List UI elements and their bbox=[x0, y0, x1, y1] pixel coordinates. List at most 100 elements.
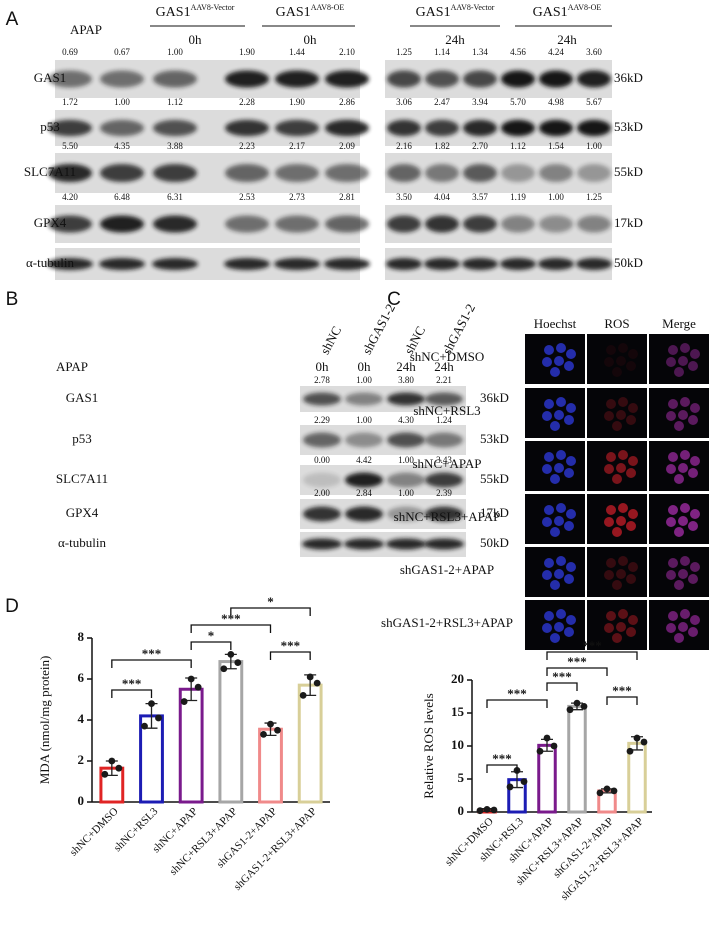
cell bbox=[544, 558, 554, 568]
quant-value: 1.72 bbox=[62, 97, 78, 107]
blot-band bbox=[425, 432, 463, 448]
quant-value: 4.30 bbox=[398, 415, 414, 425]
data-point bbox=[234, 659, 242, 666]
quant-value: 1.34 bbox=[472, 47, 488, 57]
quant-value: 1.25 bbox=[586, 192, 602, 202]
data-point bbox=[101, 770, 109, 778]
cell bbox=[544, 505, 554, 515]
cell bbox=[668, 452, 678, 462]
blot-band bbox=[539, 70, 573, 88]
quant-value: 1.12 bbox=[510, 141, 526, 151]
quant-value: 1.25 bbox=[396, 47, 412, 57]
quant-value: 1.19 bbox=[510, 192, 526, 202]
significance-bracket bbox=[486, 764, 518, 773]
quant-value: 1.00 bbox=[356, 415, 372, 425]
blot-band bbox=[538, 258, 574, 270]
quant-value: 0.69 bbox=[62, 47, 78, 57]
time-label: 0h bbox=[316, 359, 330, 374]
blot-band bbox=[539, 215, 573, 233]
quant-value: 2.81 bbox=[339, 192, 355, 202]
blot-band bbox=[325, 119, 369, 137]
blot-band bbox=[463, 70, 497, 88]
blot-band bbox=[274, 258, 320, 270]
significance-label: *** bbox=[567, 654, 587, 669]
cell bbox=[564, 361, 574, 371]
size-label: 17kD bbox=[614, 215, 643, 230]
construct-tag: AAV8-Vector bbox=[191, 3, 235, 12]
size-label: 50kD bbox=[480, 535, 509, 550]
blot-band bbox=[275, 70, 319, 88]
cell bbox=[566, 456, 576, 466]
significance-label: *** bbox=[142, 646, 162, 661]
significance-bracket bbox=[546, 667, 608, 676]
blot-band bbox=[387, 506, 425, 522]
quant-value: 2.16 bbox=[396, 141, 412, 151]
y-tick-label: 0 bbox=[458, 803, 465, 818]
blot-band bbox=[501, 119, 535, 137]
significance-bracket bbox=[190, 641, 232, 650]
blot-band bbox=[303, 506, 341, 522]
row-label: α-tubulin bbox=[58, 535, 106, 550]
time-label: 24h bbox=[396, 359, 416, 374]
quant-value: 5.70 bbox=[510, 97, 526, 107]
quant-value: 1.54 bbox=[548, 141, 564, 151]
blot-band bbox=[325, 70, 369, 88]
blot-band bbox=[303, 392, 341, 406]
cell bbox=[566, 615, 576, 625]
quant-value: 2.17 bbox=[289, 141, 305, 151]
y-tick-label: 8 bbox=[78, 629, 85, 644]
group-header: GAS1AAV8-OE bbox=[533, 3, 602, 20]
data-point bbox=[306, 673, 314, 681]
quant-value: 4.04 bbox=[434, 192, 450, 202]
time-label: 24h bbox=[434, 359, 454, 374]
blot-band bbox=[152, 258, 198, 270]
blot-band bbox=[345, 432, 383, 448]
cell bbox=[606, 611, 616, 621]
blot-band bbox=[303, 472, 341, 488]
cell bbox=[564, 574, 574, 584]
blot-band bbox=[345, 506, 383, 522]
cell bbox=[680, 556, 690, 566]
panel-label: B bbox=[6, 289, 19, 310]
cell bbox=[668, 345, 678, 355]
significance-label: * bbox=[208, 628, 215, 643]
blot-band bbox=[576, 258, 612, 270]
time-label: 0h bbox=[189, 32, 203, 47]
quant-value: 1.00 bbox=[398, 455, 414, 465]
quant-value: 1.14 bbox=[434, 47, 450, 57]
cell bbox=[690, 562, 700, 572]
cell bbox=[612, 580, 622, 590]
micrograph bbox=[587, 388, 647, 438]
quant-value: 2.53 bbox=[239, 192, 255, 202]
quant-value: 1.90 bbox=[289, 97, 305, 107]
quant-value: 2.21 bbox=[436, 375, 452, 385]
cell bbox=[612, 527, 622, 537]
quant-value: 2.86 bbox=[339, 97, 355, 107]
blot-band bbox=[425, 506, 463, 522]
cell bbox=[606, 399, 616, 409]
cell bbox=[556, 450, 566, 460]
data-point bbox=[573, 699, 581, 707]
quant-value: 2.29 bbox=[314, 415, 330, 425]
y-tick-label: 15 bbox=[451, 704, 465, 719]
blot-band bbox=[153, 215, 197, 233]
condition-label: shGAS1-2+RSL3+APAP bbox=[381, 615, 513, 630]
blot-band bbox=[501, 215, 535, 233]
quant-value: 2.70 bbox=[472, 141, 488, 151]
group-header: GAS1AAV8-Vector bbox=[416, 3, 495, 20]
size-label: 17kD bbox=[480, 505, 509, 520]
cell bbox=[678, 463, 688, 473]
gene-name: GAS1 bbox=[156, 5, 191, 20]
time-label: 24h bbox=[445, 32, 465, 47]
cell bbox=[604, 517, 614, 527]
blot-band bbox=[225, 119, 269, 137]
column-header: Merge bbox=[662, 316, 696, 331]
quant-value: 2.00 bbox=[314, 488, 330, 498]
condition-label: shNC+RSL3 bbox=[413, 403, 480, 418]
data-point bbox=[640, 738, 648, 746]
cell bbox=[690, 349, 700, 359]
blot-band bbox=[387, 164, 421, 182]
cell bbox=[566, 349, 576, 359]
cell bbox=[666, 464, 676, 474]
blot-background bbox=[385, 248, 612, 280]
